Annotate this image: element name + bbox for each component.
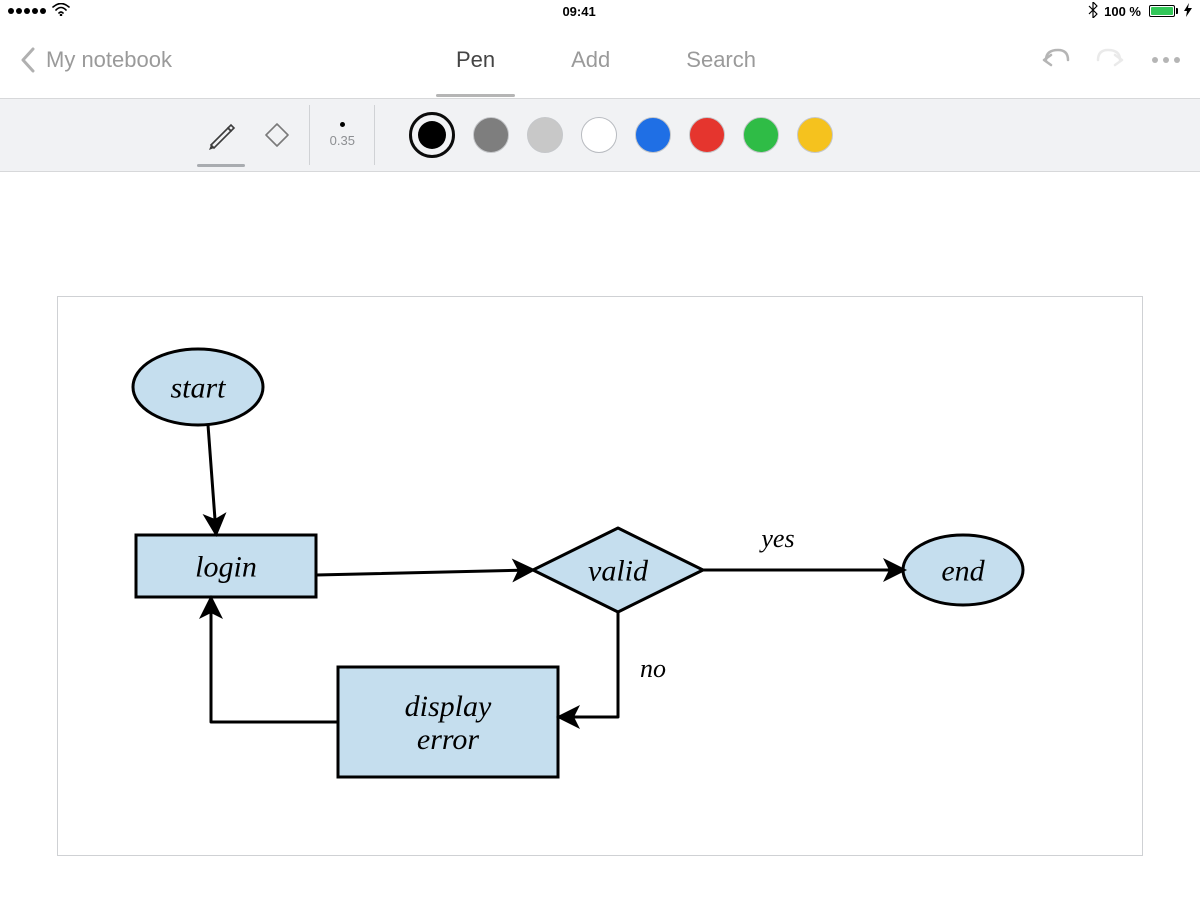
charging-icon xyxy=(1184,3,1192,20)
pencil-icon xyxy=(206,120,236,150)
wifi-icon xyxy=(52,3,70,19)
stroke-size-label: 0.35 xyxy=(330,133,355,148)
redo-button[interactable] xyxy=(1096,46,1126,75)
svg-text:start: start xyxy=(170,372,226,405)
status-bar: 09:41 100 % xyxy=(0,0,1200,22)
back-label: My notebook xyxy=(46,47,172,73)
color-swatch[interactable] xyxy=(409,112,455,158)
tab-pen[interactable]: Pen xyxy=(448,37,503,83)
color-swatches xyxy=(409,112,833,158)
eraser-tool-button[interactable] xyxy=(249,107,305,163)
divider xyxy=(309,105,310,165)
stroke-size-dot-icon xyxy=(340,122,345,127)
tab-search[interactable]: Search xyxy=(678,37,764,83)
tab-add[interactable]: Add xyxy=(563,37,618,83)
nav-bar: My notebook Pen Add Search xyxy=(0,22,1200,98)
tool-modes xyxy=(193,99,305,171)
color-swatch[interactable] xyxy=(527,117,563,153)
color-swatch[interactable] xyxy=(581,117,617,153)
canvas-area[interactable]: yes no start login valid end displayerror xyxy=(0,172,1200,900)
tool-bar: 0.35 xyxy=(0,98,1200,172)
color-swatch-inner xyxy=(418,121,446,149)
svg-text:error: error xyxy=(417,723,480,756)
chevron-left-icon xyxy=(20,47,36,73)
status-right: 100 % xyxy=(1088,2,1192,21)
color-swatch[interactable] xyxy=(473,117,509,153)
status-left xyxy=(8,3,70,19)
more-button[interactable] xyxy=(1152,57,1180,63)
battery-icon xyxy=(1147,5,1178,17)
color-swatch[interactable] xyxy=(797,117,833,153)
pen-tool-button[interactable] xyxy=(193,107,249,163)
eraser-icon xyxy=(262,120,292,150)
redo-icon xyxy=(1096,46,1126,70)
svg-text:valid: valid xyxy=(588,555,649,588)
nav-actions xyxy=(1040,46,1180,75)
svg-text:yes: yes xyxy=(758,524,794,553)
color-swatch[interactable] xyxy=(635,117,671,153)
back-button[interactable]: My notebook xyxy=(20,47,172,73)
svg-text:login: login xyxy=(195,551,257,584)
divider xyxy=(374,105,375,165)
svg-text:end: end xyxy=(941,555,985,588)
paper[interactable]: yes no start login valid end displayerror xyxy=(57,296,1143,856)
nav-tabs: Pen Add Search xyxy=(448,37,764,83)
battery-percent-label: 100 % xyxy=(1104,4,1141,19)
color-swatch[interactable] xyxy=(743,117,779,153)
undo-button[interactable] xyxy=(1040,46,1070,75)
color-swatch[interactable] xyxy=(689,117,725,153)
signal-strength-icon xyxy=(8,8,46,14)
bluetooth-icon xyxy=(1088,2,1098,21)
flowchart-drawing: yes no start login valid end displayerror xyxy=(58,297,1144,857)
svg-text:display: display xyxy=(405,690,492,723)
status-time: 09:41 xyxy=(562,4,595,19)
svg-text:no: no xyxy=(640,654,666,683)
undo-icon xyxy=(1040,46,1070,70)
stroke-size-button[interactable]: 0.35 xyxy=(314,122,370,148)
